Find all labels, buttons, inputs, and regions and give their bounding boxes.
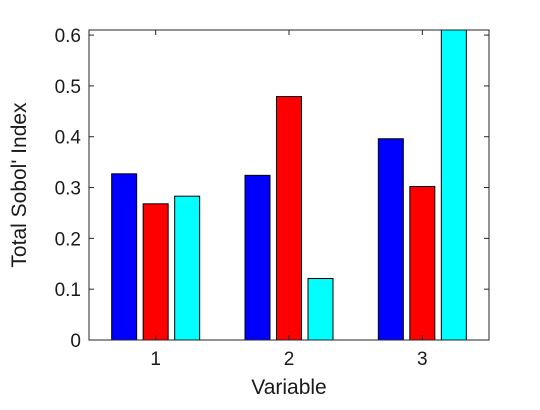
y-tick-label: 0 bbox=[70, 331, 81, 352]
bar-series-1-variable-1 bbox=[111, 173, 138, 341]
x-tick-label: 2 bbox=[284, 349, 295, 370]
bar-series-2-variable-3 bbox=[409, 186, 436, 341]
y-tick-label: 0.1 bbox=[55, 280, 81, 301]
bar-series-2-variable-2 bbox=[276, 96, 302, 341]
bar-series-3-variable-2 bbox=[307, 278, 334, 341]
y-tick-label: 0.5 bbox=[55, 77, 81, 98]
bar-series-2-variable-1 bbox=[142, 203, 169, 341]
y-tick-label: 0.2 bbox=[55, 229, 81, 250]
x-axis-label: Variable bbox=[251, 376, 327, 399]
x-tick-label: 1 bbox=[150, 349, 161, 370]
y-tick-label: 0.6 bbox=[55, 26, 81, 47]
y-axis: 0 0.1 0.2 0.3 0.4 0.5 0.6 bbox=[55, 26, 489, 352]
bar-series-1-variable-3 bbox=[377, 138, 404, 341]
y-tick-label: 0.3 bbox=[55, 179, 81, 200]
bar-series-3-variable-1 bbox=[174, 195, 201, 341]
y-tick-label: 0.4 bbox=[55, 128, 82, 149]
x-tick-label: 3 bbox=[417, 349, 428, 370]
x-axis: 1 2 3 bbox=[150, 30, 428, 370]
y-axis-label: Total Sobol' Index bbox=[8, 102, 31, 268]
bar-series-3-variable-3 bbox=[440, 29, 467, 341]
bar-series-1-variable-2 bbox=[244, 174, 271, 341]
bars-group bbox=[111, 29, 467, 341]
